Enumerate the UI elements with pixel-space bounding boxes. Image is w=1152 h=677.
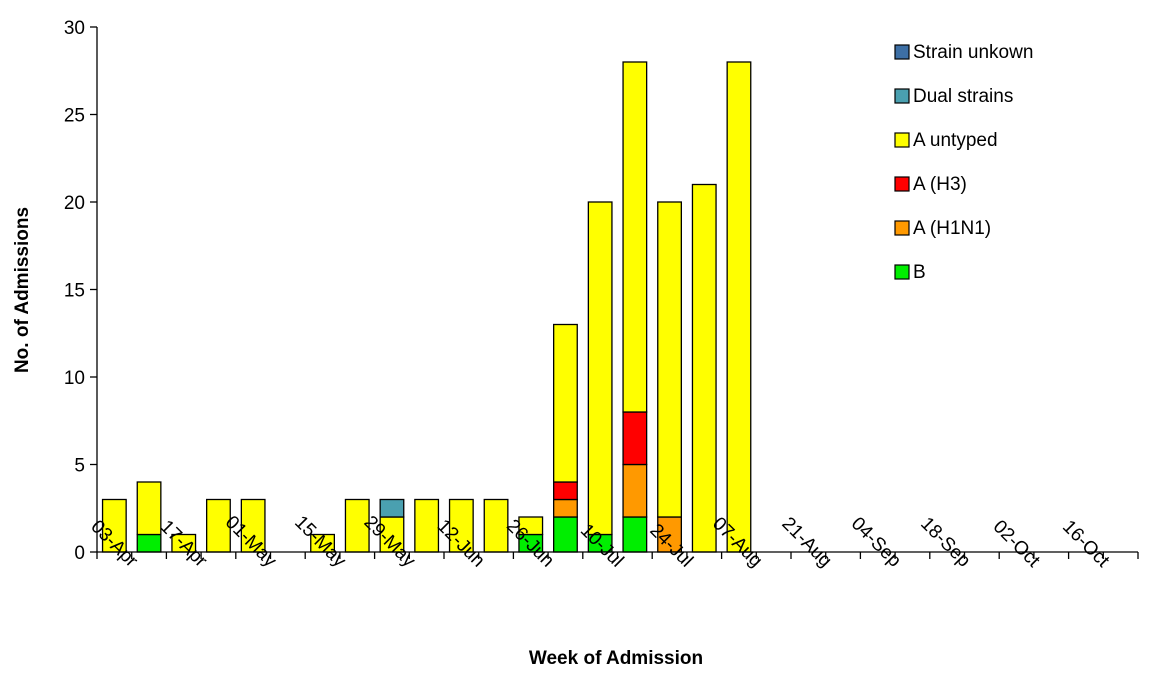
x-tick-label: 16-Oct [1058, 516, 1114, 572]
bar-segment-week18-series3 [691, 183, 717, 553]
legend-label: A (H1N1) [913, 218, 991, 239]
x-tick-label: 21-Aug [777, 513, 835, 571]
legend-swatch [894, 44, 910, 60]
bar-segment-week14-series0 [553, 516, 578, 553]
x-axis-title: Week of Admission [529, 648, 703, 669]
x-tick-label: 02-Oct [989, 516, 1045, 572]
legend-swatch [894, 264, 910, 280]
y-tick-label: 10 [64, 368, 85, 389]
bar-segment-week15-series3 [587, 201, 613, 536]
bar-segment-week19-series3 [726, 61, 752, 553]
bar-segment-week16-series2 [622, 411, 648, 466]
legend-swatch [894, 220, 910, 236]
y-tick-label: 20 [64, 193, 85, 214]
x-tick-label: 15-May [290, 512, 350, 572]
bar-segment-week16-series0 [622, 516, 648, 553]
bar-segment-week12-series3 [483, 498, 509, 553]
y-tick-label: 15 [64, 281, 85, 302]
bar-segment-week16-series1 [622, 463, 648, 518]
legend-swatch [894, 176, 910, 192]
bar-segment-week9-series4 [379, 498, 405, 518]
legend-label: Dual strains [913, 86, 1013, 107]
y-tick-label: 25 [64, 106, 85, 127]
legend-label: A untyped [913, 130, 998, 151]
x-tick-label: 18-Sep [916, 513, 974, 571]
bar-segment-week14-series2 [553, 481, 578, 501]
x-tick-label: 04-Sep [847, 513, 905, 571]
x-tick-label: 17-Apr [156, 516, 212, 572]
bar-segment-week2-series3 [136, 481, 162, 536]
legend-swatch [894, 88, 910, 104]
bar-segment-week14-series3 [553, 323, 578, 483]
legend-swatch [894, 132, 910, 148]
y-axis-title: No. of Admissions [12, 207, 33, 373]
bar-segment-week13-series3 [518, 516, 544, 536]
y-tick-label: 0 [74, 543, 85, 564]
bar-segment-week17-series3 [657, 201, 683, 518]
legend-label: Strain unkown [913, 42, 1033, 63]
bar-segment-week14-series1 [553, 498, 578, 518]
bar-segment-week2-series0 [136, 533, 162, 553]
bar-segment-week16-series3 [622, 61, 648, 413]
y-tick-label: 30 [64, 18, 85, 39]
legend: Strain unkown Dual strains A untyped A (H3)… [894, 42, 1033, 283]
bar-segment-week10-series3 [414, 498, 440, 553]
legend-label: B [913, 262, 926, 283]
y-tick-label: 5 [74, 456, 85, 477]
bars-layer [101, 61, 752, 553]
legend-label: A (H3) [913, 174, 967, 195]
